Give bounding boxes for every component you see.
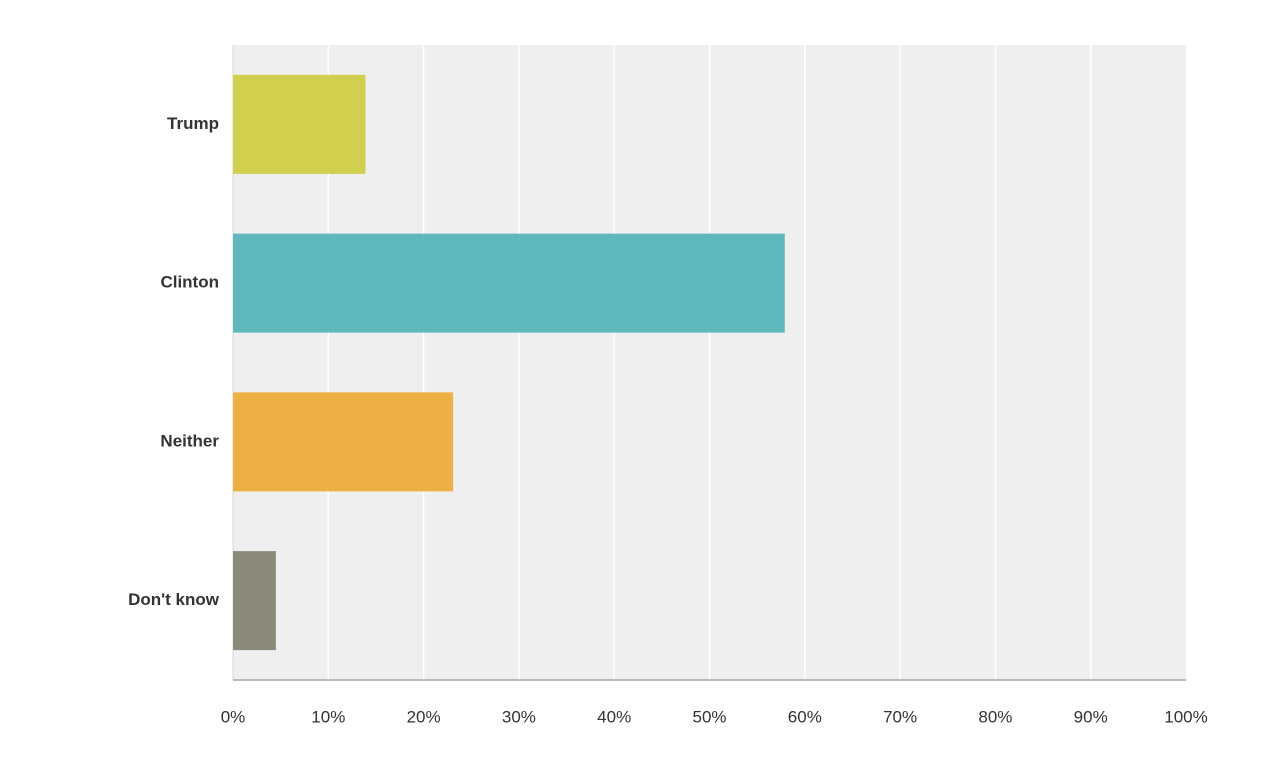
x-tick-label: 90% [1074, 707, 1108, 726]
x-tick-label: 50% [692, 707, 726, 726]
bar [233, 233, 785, 333]
bar [233, 392, 454, 492]
x-tick-label: 80% [978, 707, 1012, 726]
x-tick-label: 10% [311, 707, 345, 726]
x-tick-label: 20% [407, 707, 441, 726]
y-tick-label: Neither [160, 431, 219, 450]
x-tick-label: 30% [502, 707, 536, 726]
bar [233, 551, 276, 651]
y-tick-label: Don't know [128, 590, 220, 609]
x-tick-label: 40% [597, 707, 631, 726]
bar [233, 74, 366, 174]
x-tick-label: 100% [1164, 707, 1207, 726]
y-tick-label: Clinton [160, 273, 219, 292]
y-tick-label: Trump [167, 114, 219, 133]
x-tick-label: 0% [221, 707, 246, 726]
x-tick-label: 70% [883, 707, 917, 726]
x-tick-label: 60% [788, 707, 822, 726]
